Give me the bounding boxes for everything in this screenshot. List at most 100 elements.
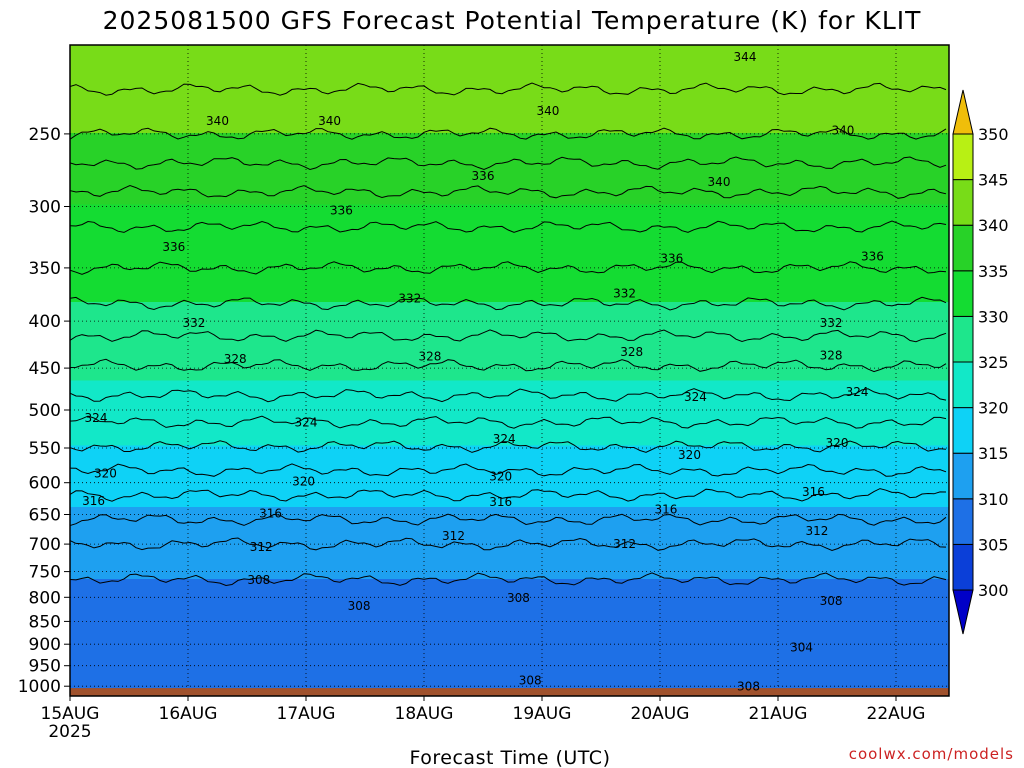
- colorbar-tick-label-325: 325: [978, 353, 1009, 372]
- contour-label-332: 332: [613, 286, 636, 300]
- contour-line-330: [70, 296, 947, 311]
- contour-line-326: [70, 358, 947, 373]
- colorbar-swatch-340: [952, 179, 974, 226]
- contour-label-312: 312: [805, 524, 828, 538]
- contour-lines: [70, 82, 947, 587]
- contour-line-310: [70, 572, 947, 587]
- contour-label-340: 340: [831, 124, 854, 138]
- y-tick-label-1000: 1000: [18, 677, 61, 697]
- colorbar-tick-label-330: 330: [978, 307, 1009, 326]
- colorbar: 300 305 310 315 320 325 330 335 340 345 350: [952, 89, 1009, 635]
- colorbar-swatch-335: [952, 224, 974, 272]
- credit-text: coolwx.com/models: [849, 745, 1014, 763]
- contour-label-336: 336: [330, 204, 353, 218]
- colorbar-tick-label-315: 315: [978, 444, 1009, 463]
- y-tick-label-450: 450: [29, 359, 61, 379]
- contour-label-308: 308: [519, 674, 542, 688]
- ground-surface: [70, 688, 949, 696]
- contour-label-340: 340: [318, 114, 341, 128]
- plot-area: 344 340 340 340 340 340 336 336 336 336 336 332 332 3…: [70, 45, 949, 696]
- colorbar-tick-label-340: 340: [978, 216, 1009, 235]
- colorbar-swatch-300: [952, 543, 974, 591]
- contour-label-328: 328: [418, 349, 441, 363]
- x-tick-label-16AUG: 16AUG: [159, 704, 218, 724]
- contour-label-336: 336: [861, 249, 884, 263]
- colorbar-swatch-345: [952, 133, 974, 181]
- contour-label-320: 320: [826, 436, 849, 450]
- x-tick-label-15AUG: 15AUG: [41, 704, 100, 724]
- contour-line-336: [70, 184, 947, 199]
- contour-label-340: 340: [708, 175, 731, 189]
- contour-label-304: 304: [790, 641, 813, 655]
- x-tick-label-18AUG: 18AUG: [395, 704, 454, 724]
- y-tick-label-650: 650: [29, 506, 61, 526]
- colorbar-swatch-330: [952, 270, 974, 317]
- contour-labels: 344 340 340 340 340 340 336 336 336 336 336 332 332 3…: [82, 50, 884, 694]
- contour-label-316: 316: [802, 485, 825, 499]
- contour-label-324: 324: [493, 432, 516, 446]
- y-tick-label-350: 350: [29, 259, 61, 279]
- y-tick-label-550: 550: [29, 439, 61, 459]
- contour-label-328: 328: [820, 349, 843, 363]
- colorbar-extend-high: [952, 89, 974, 135]
- contour-label-312: 312: [442, 529, 465, 543]
- contour-line-340: [70, 127, 947, 140]
- contour-label-324: 324: [85, 411, 108, 425]
- contour-label-320: 320: [292, 474, 315, 488]
- contour-label-308: 308: [820, 594, 843, 608]
- y-tick-label-700: 700: [29, 535, 61, 555]
- contour-label-328: 328: [224, 352, 247, 366]
- contour-label-316: 316: [654, 503, 677, 517]
- contour-line-316: [70, 488, 947, 502]
- contour-line-334: [70, 220, 947, 233]
- contour-label-328: 328: [620, 345, 643, 359]
- contour-line-320: [70, 440, 947, 453]
- x-tick-label-20AUG: 20AUG: [631, 704, 690, 724]
- contour-label-308: 308: [348, 599, 371, 613]
- colorbar-tick-label-305: 305: [978, 535, 1009, 554]
- y-tick-label-950: 950: [29, 657, 61, 677]
- contour-line-322: [70, 415, 947, 429]
- colorbar-tick-label-345: 345: [978, 171, 1009, 190]
- contour-label-332: 332: [182, 316, 205, 330]
- contour-label-340: 340: [536, 104, 559, 118]
- grid-lines: [70, 45, 949, 696]
- y-tick-label-900: 900: [29, 635, 61, 655]
- chart-title: 2025081500 GFS Forecast Potential Temper…: [103, 6, 922, 35]
- x-tick-label-19AUG: 19AUG: [513, 704, 572, 724]
- contour-label-332: 332: [820, 316, 843, 330]
- x-tick-label-22AUG: 22AUG: [867, 704, 926, 724]
- contour-label-308: 308: [737, 680, 760, 694]
- colorbar-tick-label-350: 350: [978, 125, 1009, 144]
- colorbar-tick-label-300: 300: [978, 581, 1009, 600]
- contour-label-312: 312: [613, 537, 636, 551]
- contour-label-312: 312: [250, 540, 273, 554]
- contour-line-338: [70, 156, 947, 171]
- y-tick-label-500: 500: [29, 401, 61, 421]
- contour-label-324: 324: [295, 416, 318, 430]
- contour-label-320: 320: [678, 448, 701, 462]
- contour-label-308: 308: [507, 591, 530, 605]
- colorbar-tick-label-335: 335: [978, 262, 1009, 281]
- y-tick-label-800: 800: [29, 588, 61, 608]
- y-tick-label-600: 600: [29, 474, 61, 494]
- y-tick-label-400: 400: [29, 312, 61, 332]
- contour-label-324: 324: [684, 390, 707, 404]
- colorbar-swatch-310: [952, 452, 974, 500]
- contour-line-314: [70, 513, 947, 526]
- contour-line-328: [70, 329, 947, 343]
- contour-label-336: 336: [162, 240, 185, 254]
- y-tick-label-250: 250: [29, 125, 61, 145]
- x-axis-title: Forecast Time (UTC): [410, 747, 611, 768]
- contour-label-336: 336: [472, 169, 495, 183]
- contour-line-342: [70, 82, 947, 96]
- contour-line-332: [70, 261, 947, 275]
- contour-label-324: 324: [846, 385, 869, 399]
- contour-label-336: 336: [660, 252, 683, 266]
- contour-label-344: 344: [734, 50, 757, 64]
- contour-line-312: [70, 537, 947, 552]
- colorbar-swatch-315: [952, 407, 974, 454]
